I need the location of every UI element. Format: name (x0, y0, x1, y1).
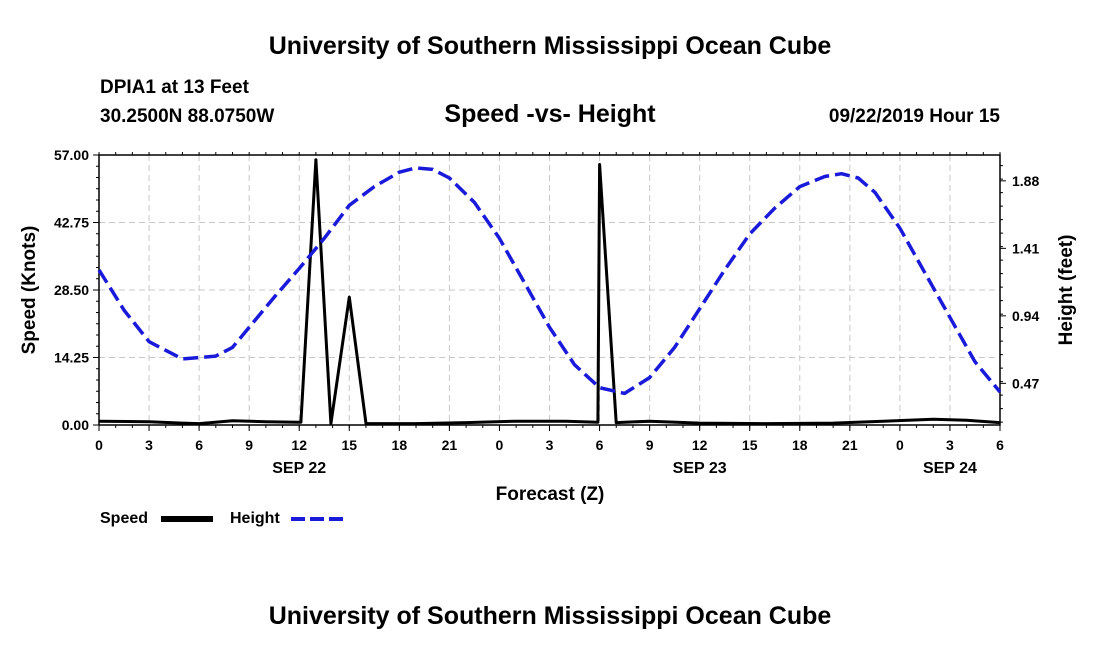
date-label: SEP 22 (272, 460, 326, 477)
y-right-tick-label: 1.88 (1012, 173, 1039, 189)
date-label: SEP 23 (673, 460, 727, 477)
legend-speed-swatch (161, 516, 213, 522)
x-tick-label: 0 (95, 437, 103, 453)
y-left-tick-label: 42.75 (54, 215, 89, 231)
y-axis-left-title: Speed (Knots) (19, 226, 40, 355)
legend-height-swatch (291, 517, 343, 521)
y-left-tick-label: 0.00 (62, 417, 89, 433)
x-tick-label: 0 (896, 437, 904, 453)
axis-labels: 0 3 6 9 12 15 18 21 0 3 6 9 12 15 18 21 0 3 6 SEP 22 SEP 23 S… (54, 147, 1040, 477)
y-axis-right-title: Height (feet) (1056, 235, 1077, 346)
y-left-tick-label: 28.50 (54, 282, 89, 298)
series-speed-line (98, 158, 1001, 426)
location-label: 30.2500N 88.0750W (100, 106, 275, 127)
station-label: DPIA1 at 13 Feet (100, 77, 249, 98)
x-tick-label: 21 (842, 437, 858, 453)
x-tick-label: 21 (442, 437, 458, 453)
x-tick-label: 15 (341, 437, 357, 453)
x-tick-label: 15 (742, 437, 758, 453)
datetime-label: 09/22/2019 Hour 15 (828, 106, 1000, 127)
x-tick-label: 3 (145, 437, 153, 453)
x-tick-label: 18 (392, 437, 408, 453)
y-left-tick-label: 57.00 (54, 147, 89, 163)
series-group (97, 158, 1002, 426)
x-tick-label: 6 (195, 437, 203, 453)
x-tick-label: 9 (646, 437, 654, 453)
x-tick-label: 6 (596, 437, 604, 453)
x-tick-label: 3 (946, 437, 954, 453)
series-height-line (97, 166, 1002, 396)
x-tick-label: 12 (692, 437, 708, 453)
x-tick-label: 9 (245, 437, 253, 453)
chart-title: Speed -vs- Height (444, 100, 656, 128)
footer-title: University of Southern Mississippi Ocean… (268, 602, 832, 630)
x-tick-label: 18 (792, 437, 808, 453)
x-axis-title: Forecast (Z) (496, 484, 605, 505)
y-right-tick-label: 1.41 (1012, 240, 1039, 256)
y-right-tick-label: 0.94 (1012, 308, 1039, 324)
page-title: University of Southern Mississippi Ocean… (268, 32, 832, 60)
axis-ticks (93, 152, 1006, 431)
date-label: SEP 24 (923, 460, 977, 477)
grid (99, 155, 1000, 425)
x-tick-label: 12 (291, 437, 307, 453)
legend-speed-label: Speed (100, 510, 149, 527)
legend-height-label: Height (230, 510, 280, 527)
x-tick-label: 3 (546, 437, 554, 453)
x-tick-label: 6 (996, 437, 1004, 453)
y-right-tick-label: 0.47 (1012, 375, 1039, 391)
y-left-tick-label: 14.25 (54, 350, 89, 366)
x-tick-label: 0 (496, 437, 504, 453)
